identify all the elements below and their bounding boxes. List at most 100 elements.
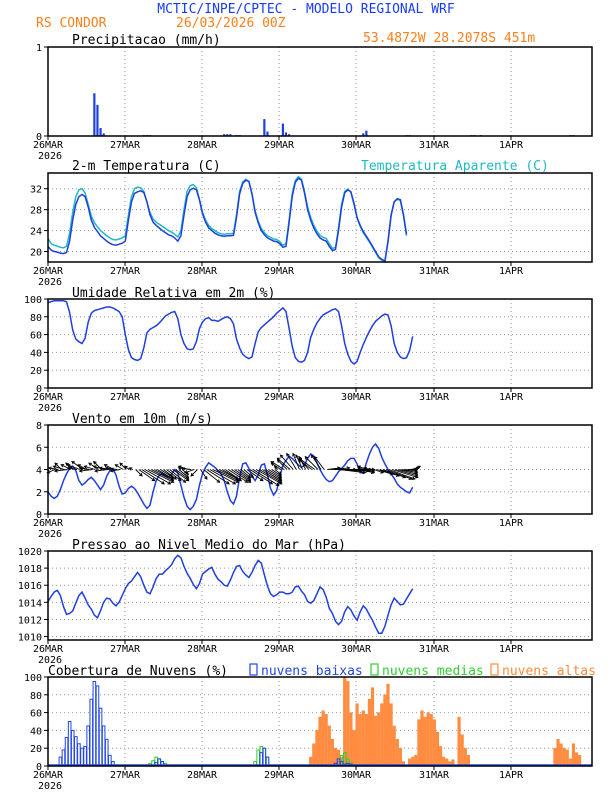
humidity-xtick-label: 27MAR [110, 392, 141, 403]
precip-bar [102, 133, 105, 136]
cloud-bar-nuvens-baixas [83, 745, 87, 767]
wind-vector-head [276, 457, 281, 462]
wind-vector [169, 469, 186, 483]
wind-vector-head [250, 474, 255, 479]
precip-bar [365, 130, 368, 136]
pressure-ytick-label: 1010 [18, 633, 42, 644]
wind-panel: 0 2 4 6 8 26MAR 27MAR 28MAR 29MAR 30MAR 31MAR 1APR 2… [33, 421, 593, 540]
wind-vector [141, 469, 165, 485]
wind-vector [53, 465, 65, 470]
humidity-xtick-label: 1APR [499, 392, 524, 403]
wind-xtick-label: 28MAR [187, 518, 218, 529]
cloud-bar-nuvens-baixas [262, 747, 267, 767]
apparent-temperature-line [47, 175, 408, 264]
cloud-bar-nuvens-altas [364, 714, 368, 767]
wind-vector [364, 467, 371, 470]
wind-vector-head [226, 481, 230, 485]
temperature-ytick-label: 20 [30, 248, 42, 259]
wind-vector-head [103, 464, 108, 468]
cloud-bar-nuvens-altas [346, 681, 350, 767]
humidity-line [47, 300, 414, 365]
wind-vector-head [177, 466, 182, 471]
cloud-bar-nuvens-altas [417, 719, 421, 767]
pressure-xtick-label: 1APR [499, 644, 524, 655]
cloud-bar-nuvens-baixas [77, 743, 81, 767]
humidity-xtick-label: 29MAR [264, 392, 295, 403]
pressure-ytick-label: 1012 [18, 615, 42, 626]
wind-vector [388, 469, 415, 480]
cloud-bar-nuvens-altas [423, 716, 427, 767]
wind-vector-head [94, 468, 98, 473]
cloud-bar-nuvens-baixas [89, 698, 94, 767]
clouds-xtick-label: 30MAR [341, 770, 372, 781]
wind-vector [314, 456, 325, 470]
cloud-bar-nuvens-baixas [74, 736, 78, 767]
cloud-bar-nuvens-medias [256, 749, 260, 767]
wind-vector-head [346, 466, 351, 470]
wind-vector [286, 453, 297, 470]
wind-vector [246, 469, 264, 482]
wind-vector [138, 469, 155, 482]
precip-bar [287, 134, 291, 136]
cloud-bar-nuvens-altas [330, 738, 334, 767]
wind-vector-head [88, 462, 92, 466]
precip-frame [47, 46, 593, 137]
cloud-bar-nuvens-altas [460, 734, 464, 767]
wind-vector-head [363, 466, 368, 471]
cloud-bar-nuvens-baixas [104, 738, 109, 767]
wind-vector [147, 469, 174, 483]
legend-mid-clouds: nuvens medias [382, 664, 484, 679]
wind-vector-head [269, 481, 274, 485]
wind-vector-head [114, 464, 119, 468]
cloud-bar-nuvens-altas [367, 698, 372, 767]
temperature-xtick-label: 28MAR [187, 266, 218, 277]
wind-vector [292, 453, 300, 470]
wind-vector-head [356, 465, 361, 469]
temperature-ytick-label: 28 [30, 206, 42, 217]
wind-vector-head [310, 454, 315, 459]
clouds-xtick-label: 29MAR [264, 770, 295, 781]
wind-vector [178, 469, 189, 478]
cloud-bar-nuvens-altas [321, 710, 325, 767]
wind-vector [115, 464, 124, 470]
precip-ytick-label: 1 [36, 43, 42, 54]
humidity-ytick-label: 100 [24, 295, 42, 306]
wind-vector [295, 454, 303, 470]
cloud-bar-nuvens-altas [352, 730, 356, 767]
pressure-ytick-label: 1020 [18, 547, 42, 558]
cloud-bar-nuvens-altas [426, 712, 430, 767]
pressure-xtick-label: 30MAR [341, 644, 372, 655]
cloud-bar-nuvens-altas [571, 743, 576, 767]
wind-vector [203, 469, 220, 483]
wind-vector [135, 469, 143, 477]
precip-bar [99, 127, 102, 136]
wind-vector-head [182, 479, 187, 483]
wind-vector [184, 469, 195, 474]
wind-vector-head [98, 466, 103, 471]
wind-vector-head [128, 467, 133, 471]
cloud-bar-nuvens-altas [349, 712, 353, 767]
wind-vector [231, 469, 251, 483]
wind-vector-head [190, 472, 195, 477]
wind-vector-head [177, 477, 182, 482]
wind-vector [376, 469, 393, 475]
wind-vector-head [244, 479, 249, 483]
wind-vector [271, 462, 282, 470]
cloud-bar-nuvens-altas [556, 738, 560, 767]
wind-vector-head [295, 454, 299, 459]
pressure-xtick-label: 27MAR [110, 644, 141, 655]
pressure-ytick-label: 1016 [18, 581, 42, 592]
cloud-bar-nuvens-altas [370, 687, 375, 767]
wind-vector-head [298, 457, 302, 462]
precip-year-label: 2026 [38, 151, 62, 162]
wind-vector-head [270, 461, 275, 465]
temperature-frame [47, 172, 593, 263]
cloud-bar-nuvens-altas [553, 747, 557, 767]
wind-vector-head [167, 481, 172, 485]
cloud-bar-nuvens-altas [432, 719, 436, 767]
wind-vector-head [292, 452, 296, 457]
temperature-ytick-label: 24 [30, 227, 42, 238]
wind-vector-head [417, 465, 422, 470]
pressure-frame [47, 550, 593, 641]
wind-xtick-label: 27MAR [110, 518, 141, 529]
